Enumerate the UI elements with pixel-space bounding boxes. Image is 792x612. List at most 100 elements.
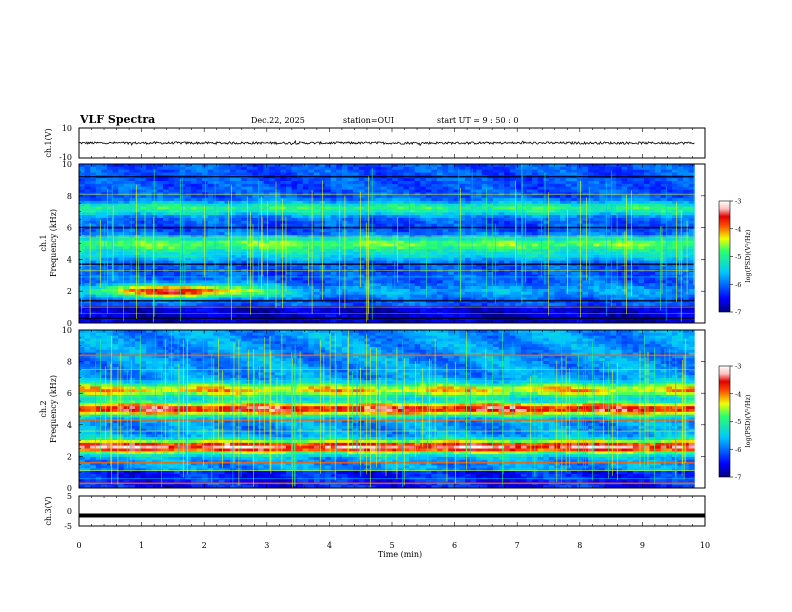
spec1-cell [465, 260, 471, 264]
spec1-cell [465, 195, 471, 199]
spec1-cell [162, 314, 169, 318]
spec1-cell [258, 314, 264, 318]
spec1-cell [392, 291, 399, 295]
spec1-cell [437, 198, 443, 202]
spec1-cell [185, 169, 192, 173]
spec1-cell [375, 288, 382, 293]
spec1-cell [431, 172, 438, 176]
spec1-cell [520, 206, 527, 210]
spec1-cell [95, 280, 102, 284]
spec1-cell [543, 183, 550, 188]
spec1-cell [151, 166, 158, 171]
spec1-cell [84, 308, 91, 312]
spec1-cell [498, 237, 505, 242]
spec1-cell [403, 212, 410, 216]
spec1-cell [224, 303, 231, 307]
spec1-cell [106, 232, 113, 236]
spec1-cell [90, 206, 97, 210]
spec1-cell [224, 274, 231, 278]
spec1-cell [325, 300, 332, 304]
spec1-cell [554, 283, 561, 287]
spec1-cell [297, 220, 304, 224]
spec1-cell [185, 178, 192, 182]
spec1-cell [330, 252, 337, 256]
spec1-cell [347, 294, 354, 298]
spec1-cell [174, 169, 181, 173]
spec1-cell [190, 215, 197, 219]
spec1-cell [252, 223, 259, 227]
spec1-cell [185, 303, 192, 307]
spec1-cell [403, 260, 410, 264]
spec1-cell [425, 260, 432, 264]
spec1-cell [465, 305, 471, 310]
spec1-cell [453, 274, 460, 278]
spec1-cell [246, 303, 253, 307]
spec1-cell [95, 172, 102, 176]
spec1-cell [252, 305, 259, 310]
spec1-cell [381, 215, 388, 219]
spec1-cell [498, 257, 505, 261]
spec1-cell [241, 294, 248, 298]
spec1-cell [168, 314, 175, 318]
spec1-cell [84, 286, 91, 290]
spec1-cell [381, 198, 388, 202]
spec1-cell [543, 229, 550, 233]
spec1-cell [185, 215, 192, 219]
spec1-cell [285, 286, 292, 290]
spec1-cell [369, 195, 376, 199]
spec1-cell [554, 240, 561, 244]
spec1-cell [453, 254, 460, 259]
spec1-cell [364, 286, 371, 290]
spec1-cell [84, 314, 91, 318]
spec1-cell [151, 181, 158, 185]
spec1-cell [453, 232, 460, 236]
spec1-cell [129, 234, 136, 239]
spec1-cell [543, 217, 550, 222]
spec1-cell [504, 172, 511, 176]
spec1-cell [330, 181, 337, 185]
spec1-cell [543, 203, 550, 207]
spec1-cell [364, 288, 371, 293]
spec1-cell [397, 183, 404, 188]
spec1-cell [196, 240, 203, 244]
spec1-cell [162, 217, 169, 222]
spec1-cell [129, 280, 136, 284]
spec1-cell [308, 252, 315, 256]
spec1-cell [532, 215, 539, 219]
spec1-cell [437, 181, 443, 185]
spec1-cell [202, 189, 209, 193]
spec1-cell [269, 178, 276, 182]
spec1-cell [537, 286, 544, 290]
spec1-cell [375, 220, 382, 224]
spec1-cell [95, 195, 102, 199]
spec1-cell [280, 183, 287, 188]
spec1-cell [174, 237, 181, 242]
spec1-cell [213, 286, 220, 290]
spec1-cell [375, 234, 382, 239]
spec1-cell [515, 223, 522, 227]
spec1-cell [134, 277, 141, 281]
spec1-cell [269, 243, 276, 247]
spec1-cell [157, 164, 164, 168]
spec1-cell [509, 232, 516, 236]
spec1-cell [230, 223, 236, 227]
spec1-cell [285, 294, 292, 298]
spec1-cell [347, 189, 354, 193]
spec1-cell [269, 166, 276, 171]
spec1-cell [230, 291, 236, 295]
spec1-cell [560, 308, 567, 312]
spec1-cell [174, 274, 181, 278]
spec1-cell [118, 249, 125, 253]
spec1-cell [425, 305, 432, 310]
spec1-cell [207, 206, 214, 210]
spec1-cell [129, 240, 136, 244]
spec1-cell [157, 209, 164, 213]
spec1-cell [285, 217, 292, 222]
spec1-cell [297, 206, 304, 210]
spec1-cell [392, 212, 399, 216]
spec1-cell [526, 234, 533, 239]
spec1-cell [246, 212, 253, 216]
waveform-ch1-ylabel: ch.1(V) [44, 128, 53, 157]
spec1-cell [302, 254, 309, 259]
spec1-cell [106, 223, 113, 227]
